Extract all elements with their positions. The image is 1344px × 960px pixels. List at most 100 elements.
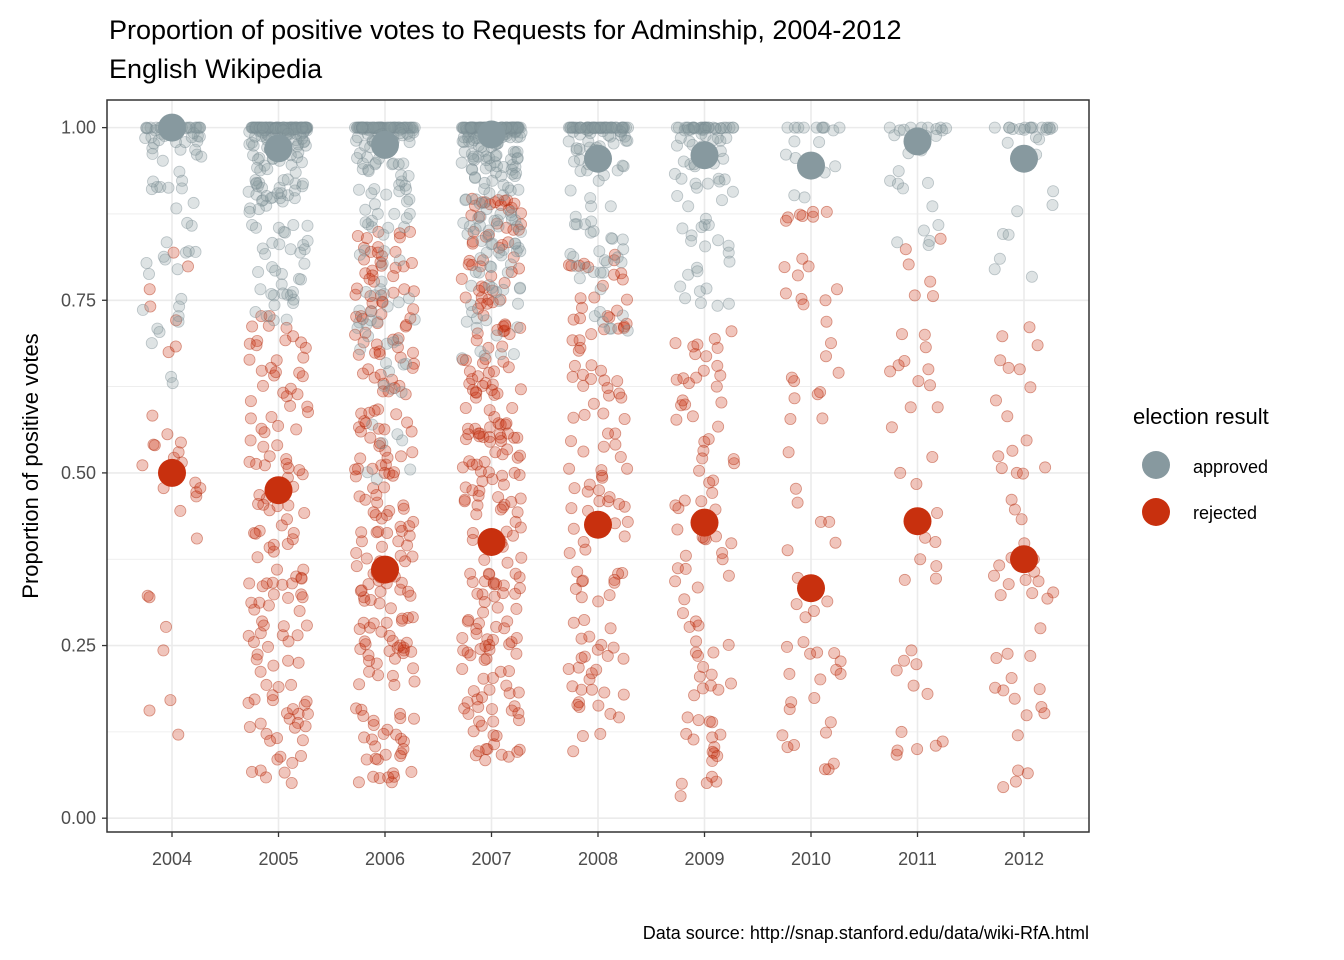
- data-point-approved: [247, 121, 260, 134]
- data-point-approved: [508, 121, 521, 134]
- data-point-rejected: [611, 375, 624, 388]
- data-point-approved: [145, 131, 158, 144]
- data-point-rejected: [285, 777, 298, 790]
- data-point-rejected: [583, 673, 596, 686]
- data-point-rejected: [988, 569, 1001, 582]
- data-point-approved: [278, 121, 291, 134]
- data-point-rejected: [490, 217, 503, 230]
- data-point-rejected: [691, 581, 704, 594]
- data-point-approved: [280, 313, 293, 326]
- data-point-rejected: [396, 612, 409, 625]
- data-point-rejected: [482, 366, 495, 379]
- data-point-rejected: [1038, 707, 1051, 720]
- data-point-rejected: [496, 340, 509, 353]
- data-point-rejected: [490, 578, 503, 591]
- data-point-approved: [140, 122, 153, 135]
- data-point-rejected: [496, 448, 509, 461]
- data-point-rejected: [392, 535, 405, 548]
- data-point-approved: [179, 136, 192, 149]
- data-point-rejected: [286, 533, 299, 546]
- data-point-approved: [472, 212, 485, 225]
- data-point-rejected: [363, 665, 376, 678]
- data-point-approved: [294, 273, 307, 286]
- data-point-rejected: [581, 485, 594, 498]
- data-point-rejected: [781, 211, 794, 224]
- data-point-rejected: [459, 354, 472, 367]
- data-point-rejected: [354, 425, 367, 438]
- data-point-approved: [671, 189, 684, 202]
- data-point-approved: [474, 252, 487, 265]
- data-point-rejected: [607, 641, 620, 654]
- data-point-approved: [1046, 121, 1059, 134]
- data-point-rejected: [388, 652, 401, 665]
- data-point-rejected: [603, 311, 616, 324]
- data-point-approved: [393, 124, 406, 137]
- data-point-rejected: [502, 361, 515, 374]
- data-point-rejected: [482, 466, 495, 479]
- data-point-approved: [512, 297, 525, 310]
- data-point-rejected: [677, 607, 690, 620]
- data-point-rejected: [926, 450, 939, 463]
- data-point-approved: [685, 234, 698, 247]
- data-point-rejected: [1017, 467, 1030, 480]
- data-point-approved: [408, 313, 421, 326]
- data-point-rejected: [254, 665, 267, 678]
- data-point-rejected: [676, 394, 689, 407]
- data-point-rejected: [374, 437, 387, 450]
- data-point-rejected: [692, 649, 705, 662]
- y-tick-label: 1.00: [61, 118, 96, 138]
- data-point-rejected: [571, 698, 584, 711]
- data-point-rejected: [475, 291, 488, 304]
- data-point-rejected: [691, 338, 704, 351]
- data-point-approved: [465, 122, 478, 135]
- data-point-approved: [488, 214, 501, 227]
- data-point-rejected: [585, 372, 598, 385]
- data-point-rejected: [820, 315, 833, 328]
- data-point-approved: [621, 134, 634, 147]
- data-point-approved: [709, 122, 722, 135]
- data-point-rejected: [502, 750, 515, 763]
- chart-subtitle: English Wikipedia: [109, 54, 323, 84]
- data-point-rejected: [573, 696, 586, 709]
- data-point-rejected: [604, 707, 617, 720]
- data-point-rejected: [562, 663, 575, 676]
- data-point-approved: [463, 220, 476, 233]
- data-point-rejected: [671, 562, 684, 575]
- data-point-approved: [714, 122, 727, 135]
- data-point-approved: [252, 121, 265, 134]
- data-point-approved: [1041, 121, 1054, 134]
- data-point-approved: [675, 172, 688, 185]
- data-point-approved: [592, 121, 605, 134]
- data-point-rejected: [282, 591, 295, 604]
- data-point-approved: [272, 221, 285, 234]
- data-point-rejected: [483, 683, 496, 696]
- data-point-rejected: [679, 562, 692, 575]
- data-point-approved: [249, 305, 262, 318]
- data-point-approved: [277, 121, 290, 134]
- data-point-approved: [292, 146, 305, 159]
- data-point-approved: [354, 121, 367, 134]
- data-point-rejected: [254, 627, 267, 640]
- data-point-approved: [362, 163, 375, 176]
- data-point-rejected: [593, 484, 606, 497]
- data-point-approved: [600, 256, 613, 269]
- data-point-rejected: [243, 455, 256, 468]
- data-point-rejected: [482, 567, 495, 580]
- data-point-approved: [353, 248, 366, 261]
- data-point-approved: [495, 249, 508, 262]
- data-point-approved: [922, 238, 935, 251]
- data-point-approved: [264, 121, 277, 134]
- data-point-approved: [391, 428, 404, 441]
- data-point-approved: [512, 121, 525, 134]
- data-point-rejected: [297, 563, 310, 576]
- data-point-rejected: [595, 469, 608, 482]
- data-point-rejected: [261, 640, 274, 653]
- data-point-rejected: [293, 605, 306, 618]
- data-point-approved: [403, 136, 416, 149]
- data-point-approved: [269, 123, 282, 136]
- data-point-approved: [285, 123, 298, 136]
- data-point-rejected: [618, 412, 631, 425]
- data-point-rejected: [458, 493, 471, 506]
- data-point-approved: [614, 125, 627, 138]
- data-point-rejected: [350, 310, 363, 323]
